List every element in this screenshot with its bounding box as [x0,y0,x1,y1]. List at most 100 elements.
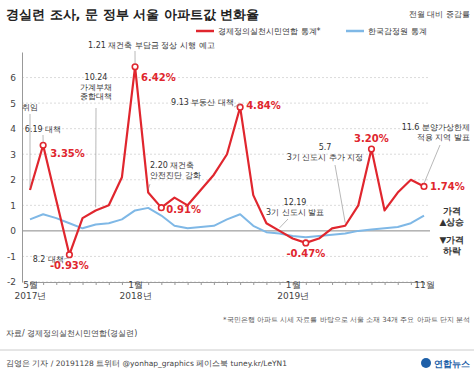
y-tick-label: -2 [7,277,16,287]
y-tick-label: 5 [10,98,16,108]
x-tick-mark [69,282,70,285]
x-tick-label: 1월2018년 [120,280,152,301]
annotation: 12.193기 신도시 발표 [266,198,324,217]
credit: 김영은 기자 / 20191128 트위터 @yonhap_graphics 페… [6,359,287,368]
annotation-line: 10.24 [85,73,108,82]
x-tick-label: 5월2017년 [15,280,47,301]
leader-line [280,219,288,228]
x-tick-mark [385,282,386,285]
x-tick [56,282,57,285]
x-tick-mark [358,282,359,285]
data-label: 1.74% [430,181,465,192]
legend-item: 경제정의실천시민연합 통계* [196,27,321,36]
y-tick-label: 3 [10,150,16,160]
x-tick-mark [398,282,399,285]
y-tick: 6 [10,73,22,83]
x-tick [332,282,333,285]
point-marker [40,142,46,148]
annotation-line: 취임 [22,103,38,112]
x-tick-mark [56,282,57,285]
point-marker [67,252,73,258]
x-tick-label-line: 2019년 [277,291,309,301]
x-tick-mark [201,282,202,285]
annotation: 1.21 재건축 부담금 정상 시행 예고 [88,41,215,50]
x-tick [122,282,123,285]
x-tick-mark [240,282,241,285]
x-tick [240,282,241,285]
point-marker [159,205,165,211]
y-tick-label: 0 [10,226,16,236]
leader-line [335,165,345,223]
subtitle: 전월 대비 증감률 [409,10,470,19]
plot-area [30,64,427,257]
data-labels: 3.35%-0.93%6.42%0.91%4.84%-0.47%3.20%1.7… [50,72,465,271]
annotation-line: 안전진단 강화 [150,171,201,180]
x-tick [345,282,346,285]
y-tick: 3 [10,150,22,160]
data-label: 0.91% [166,204,201,215]
annotation-line: 5.7 [319,143,332,152]
title: 경실련 조사, 문 정부 서울 아파트값 변화율 [6,7,259,22]
data-label: -0.93% [50,260,89,271]
x-tick [358,282,359,285]
x-tick [266,282,267,285]
x-tick-label-line: 5월 [23,280,38,290]
x-tick [398,282,399,285]
x-tick [148,282,149,285]
grid-line [22,256,430,257]
x-tick-mark [345,282,346,285]
y-tick-label: 2 [10,175,16,185]
x-tick [161,282,162,285]
grid-line [22,77,430,78]
x-tick-mark [109,282,110,285]
grid-line [22,179,430,180]
x-tick [69,282,70,285]
annotation: 5.73기 신도시 추가 지정 [287,143,364,162]
y-tick-label: 1 [10,201,16,211]
annotation-line: 1.21 재건축 부담금 정상 시행 예고 [88,41,215,50]
x-tick [201,282,202,285]
direction-label: 가격▲상승 [440,206,465,227]
x-tick-label-line: 2018년 [120,291,152,301]
series-line [30,208,424,237]
data-label: 3.20% [354,133,389,144]
annotation-line: 적용 지역 발표 [417,133,470,142]
x-tick-mark [280,282,281,285]
point-marker [369,146,375,152]
x-tick-mark [83,282,84,285]
x-tick [188,282,189,285]
x-tick-label-line: 1월 [286,280,301,290]
x-tick [109,282,110,285]
annotation-line: 12.19 [284,198,307,207]
leader-line [95,108,96,207]
note: *국민은행 아파트 시세 자료를 바탕으로 서울 소재 34개 주요 아파트 단… [223,316,470,324]
direction-label-line: 하락 [443,246,461,256]
data-label: 3.35% [50,148,85,159]
y-tick-label: -1 [7,252,16,262]
x-tick [253,282,254,285]
x-tick: 11월 [414,280,434,290]
grid-line [22,205,430,206]
annotation: 10.24가계부채종합대책 [80,73,112,101]
y-axis-line [22,53,23,283]
x-tick-mark [174,282,175,285]
y-tick-label: 6 [10,73,16,83]
x-tick-label: 1월2019년 [277,280,309,301]
y-tick: -2 [7,277,22,287]
annotations: 취임6.19 대책8.2 대책10.24가계부채종합대책1.21 재건축 부담금… [22,41,470,264]
x-tick-mark [148,282,149,285]
point-marker [303,240,309,246]
x-tick-mark [371,282,372,285]
x-tick-label-line: 11월 [414,280,434,290]
x-tick-mark [411,282,412,285]
annotation-line: 11.6 분양가상한제 [402,123,470,132]
leader-line [148,184,150,190]
x-tick-mark [227,282,228,285]
legend-swatch [196,30,214,33]
annotation-line: 가계부채 [80,83,112,92]
y-tick: 1 [10,201,22,211]
logo: 연합뉴스 [434,359,470,369]
x-tick-label: 11월 [414,280,434,290]
direction-label-line: ▲상승 [440,217,465,227]
y-tick: 2 [10,175,22,185]
